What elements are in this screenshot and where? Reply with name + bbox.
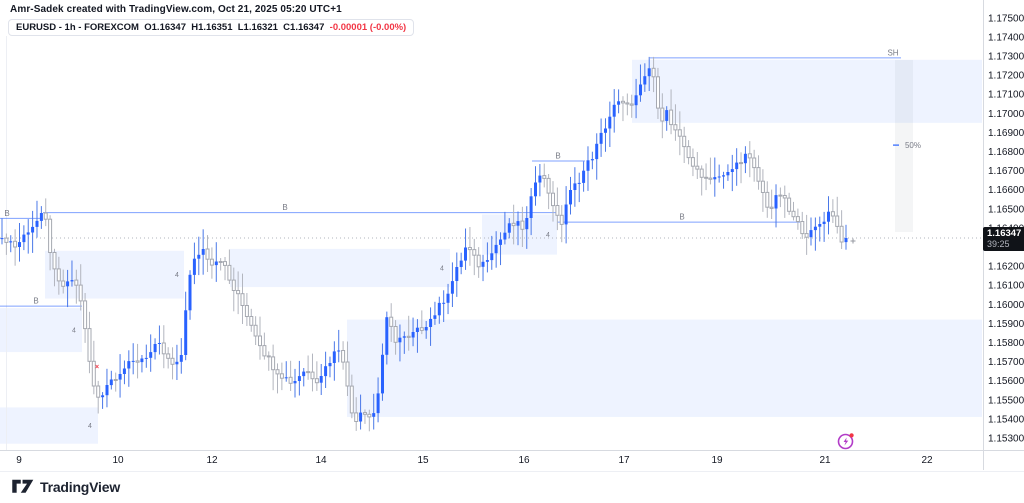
change-value: -0.00001 (-0.00%) [324, 22, 407, 33]
supply-demand-zone[interactable] [0, 407, 98, 444]
badge-countdown: 39:25 [987, 239, 1010, 249]
price-axis-label: 1.16000 [988, 300, 1024, 311]
supply-demand-zone[interactable] [230, 248, 450, 288]
time-axis-label: 17 [618, 455, 630, 466]
price-axis-label: 1.16500 [988, 204, 1024, 215]
symbol-legend[interactable]: EURUSD - 1h - FOREXCOM O1.16347 H1.16351… [8, 19, 415, 36]
zone-touch-count: 4 [72, 328, 76, 335]
supply-demand-zone[interactable] [632, 59, 982, 123]
measure-midpoint-dash [893, 144, 899, 146]
badge-price: 1.16347 [987, 228, 1022, 239]
price-axis-label: 1.15500 [988, 395, 1024, 406]
price-axis-label: 1.16600 [988, 185, 1024, 196]
zone-touch-count: 4 [175, 272, 179, 279]
price-axis-label: 1.17300 [988, 52, 1024, 63]
price-axis-label: 1.17500 [988, 13, 1024, 24]
price-axis-label: 1.15800 [988, 338, 1024, 349]
line-label: B [679, 213, 684, 222]
zone-touch-count: 4 [88, 423, 92, 430]
zone-touch-count: 4 [546, 232, 550, 239]
time-axis-label: 10 [112, 455, 124, 466]
candlestick-series [0, 56, 848, 432]
price-axis-label: 1.17100 [988, 90, 1024, 101]
supply-demand-zone[interactable] [0, 308, 82, 353]
price-axis-label: 1.16900 [988, 128, 1024, 139]
tradingview-logo[interactable]: TradingView [12, 478, 120, 495]
time-axis-label: 21 [819, 455, 831, 466]
lightning-bolt-icon [843, 437, 849, 446]
time-axis-label: 14 [315, 455, 327, 466]
line-label: B [282, 203, 287, 212]
tradingview-logo-text: TradingView [40, 478, 121, 495]
measure-strip[interactable] [895, 60, 913, 232]
price-axis-label: 1.17400 [988, 32, 1024, 43]
flash-icon-ring [837, 433, 854, 450]
price-axis-label: 1.15300 [988, 434, 1024, 445]
supply-demand-zone[interactable] [347, 319, 982, 417]
time-axis[interactable]: 9 10 12 14 15 16 17 19 21 22 [16, 455, 933, 466]
line-label: SH [887, 48, 898, 57]
zone-touch-count: 4 [440, 265, 444, 272]
tradingview-logo-mark [12, 479, 34, 493]
price-axis-label: 1.16200 [988, 262, 1024, 273]
price-axis-label: 1.15700 [988, 357, 1024, 368]
price-axis-label: 1.16100 [988, 281, 1024, 292]
price-axis-label: 1.17200 [988, 71, 1024, 82]
chart-attribution: Amr-Sadek created with TradingView.com, … [10, 4, 342, 15]
ohlc-values: O1.16347 H1.16351 L1.16321 C1.16347 [138, 22, 325, 33]
price-axis-label: 1.16700 [988, 166, 1024, 177]
time-axis-label: 16 [518, 455, 530, 466]
closed-position-x-mark: × [95, 364, 99, 371]
line-label: B [33, 297, 38, 306]
time-axis-label: 9 [16, 455, 22, 466]
supply-demand-zone[interactable] [45, 250, 184, 299]
price-axis-label: 1.17000 [988, 109, 1024, 120]
price-axis[interactable]: 1.17500 1.17400 1.17300 1.17200 1.17100 1.170… [988, 13, 1024, 444]
measure-percent-label: 50% [905, 141, 921, 150]
symbol-title[interactable]: EURUSD - 1h - FOREXCOM [16, 22, 139, 33]
line-label: B [555, 152, 560, 161]
notification-dot [849, 433, 854, 438]
price-axis-label: 1.15600 [988, 376, 1024, 387]
flash-icon[interactable] [837, 432, 855, 450]
time-axis-label: 22 [921, 455, 933, 466]
time-axis-label: 15 [417, 455, 429, 466]
time-axis-label: 12 [206, 455, 218, 466]
price-axis-label: 1.15400 [988, 414, 1024, 425]
price-badge: 1.16347 39:25 [983, 227, 1024, 251]
line-label: B [4, 209, 9, 218]
price-axis-label: 1.15900 [988, 319, 1024, 330]
price-axis-label: 1.16800 [988, 147, 1024, 158]
time-axis-label: 19 [711, 455, 723, 466]
